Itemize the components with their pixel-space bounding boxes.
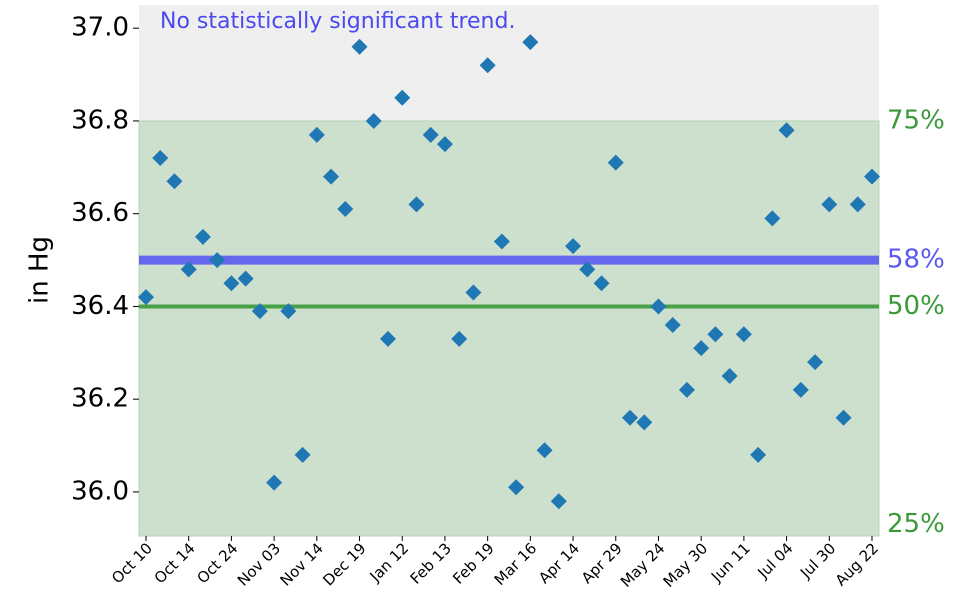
x-tick-label: Mar 16 bbox=[491, 539, 541, 589]
point bbox=[408, 196, 425, 213]
point bbox=[778, 122, 795, 139]
percentile-label: 50% bbox=[887, 291, 945, 321]
point bbox=[721, 368, 738, 385]
point bbox=[550, 493, 567, 510]
point bbox=[237, 270, 254, 287]
point bbox=[565, 238, 582, 255]
point bbox=[579, 261, 596, 278]
point bbox=[650, 298, 667, 315]
x-tick-label: Apr 14 bbox=[535, 539, 583, 587]
point bbox=[308, 126, 325, 143]
x-tick-label: Dec 19 bbox=[319, 539, 369, 589]
point bbox=[835, 409, 852, 426]
x-tick-label: Feb 19 bbox=[449, 539, 497, 587]
point bbox=[465, 284, 482, 301]
x-tick-label: Oct 14 bbox=[151, 539, 199, 587]
y-tick-label: 36.4 bbox=[71, 291, 129, 321]
point bbox=[436, 136, 453, 153]
point bbox=[622, 409, 638, 426]
x-tick-label: Jul 04 bbox=[753, 539, 796, 582]
point bbox=[365, 112, 382, 129]
point bbox=[849, 196, 866, 213]
point bbox=[508, 479, 525, 496]
point bbox=[536, 442, 553, 459]
point bbox=[323, 168, 340, 185]
point bbox=[636, 414, 653, 431]
percentile-label: 75% bbox=[887, 105, 945, 135]
point bbox=[266, 474, 283, 491]
point bbox=[479, 57, 496, 74]
point bbox=[251, 303, 268, 320]
point bbox=[522, 34, 539, 51]
x-tick-label: Nov 03 bbox=[234, 539, 284, 589]
percentile-label: 58% bbox=[887, 245, 945, 275]
x-tick-label: Oct 10 bbox=[108, 539, 156, 587]
point bbox=[792, 381, 809, 398]
x-tick-label: Jan 12 bbox=[366, 539, 413, 586]
point bbox=[821, 196, 838, 213]
point bbox=[380, 330, 396, 347]
x-tick-label: Aug 22 bbox=[832, 539, 882, 589]
point bbox=[678, 381, 695, 398]
y-tick-label: 36.0 bbox=[71, 476, 129, 506]
x-tick-label: Feb 13 bbox=[407, 539, 455, 587]
y-tick-label: 36.8 bbox=[71, 105, 129, 135]
point bbox=[764, 210, 781, 227]
point bbox=[223, 275, 240, 292]
point bbox=[493, 233, 510, 250]
x-tick-label: Oct 24 bbox=[193, 539, 241, 587]
point bbox=[664, 316, 681, 333]
point bbox=[451, 330, 468, 347]
x-tick-label: Nov 14 bbox=[277, 539, 327, 589]
point bbox=[280, 303, 297, 320]
point bbox=[294, 446, 311, 463]
y-tick-label: 37.0 bbox=[71, 13, 129, 43]
x-tick-label: May 24 bbox=[617, 539, 669, 591]
point bbox=[394, 89, 411, 106]
percentile-band bbox=[138, 120, 880, 537]
point bbox=[337, 201, 354, 218]
y-tick-label: 36.6 bbox=[71, 198, 129, 228]
point bbox=[707, 326, 724, 343]
point bbox=[735, 326, 752, 343]
percentile-label: 25% bbox=[887, 509, 945, 539]
point bbox=[152, 150, 169, 167]
point bbox=[166, 173, 183, 190]
y-axis-label: in Hg bbox=[25, 236, 55, 304]
point bbox=[593, 275, 610, 292]
point bbox=[180, 261, 197, 278]
point bbox=[209, 252, 226, 269]
x-tick-label: May 30 bbox=[660, 539, 712, 591]
annotation: No statistically significant trend. bbox=[160, 9, 515, 34]
point bbox=[194, 228, 211, 245]
point bbox=[422, 126, 439, 143]
point bbox=[351, 38, 368, 55]
point bbox=[750, 446, 767, 463]
point bbox=[607, 154, 624, 171]
point bbox=[138, 289, 154, 306]
point bbox=[693, 340, 710, 357]
point bbox=[864, 168, 880, 185]
x-tick-label: Jun 11 bbox=[707, 539, 754, 586]
point bbox=[807, 354, 824, 371]
y-tick-label: 36.2 bbox=[71, 384, 129, 414]
